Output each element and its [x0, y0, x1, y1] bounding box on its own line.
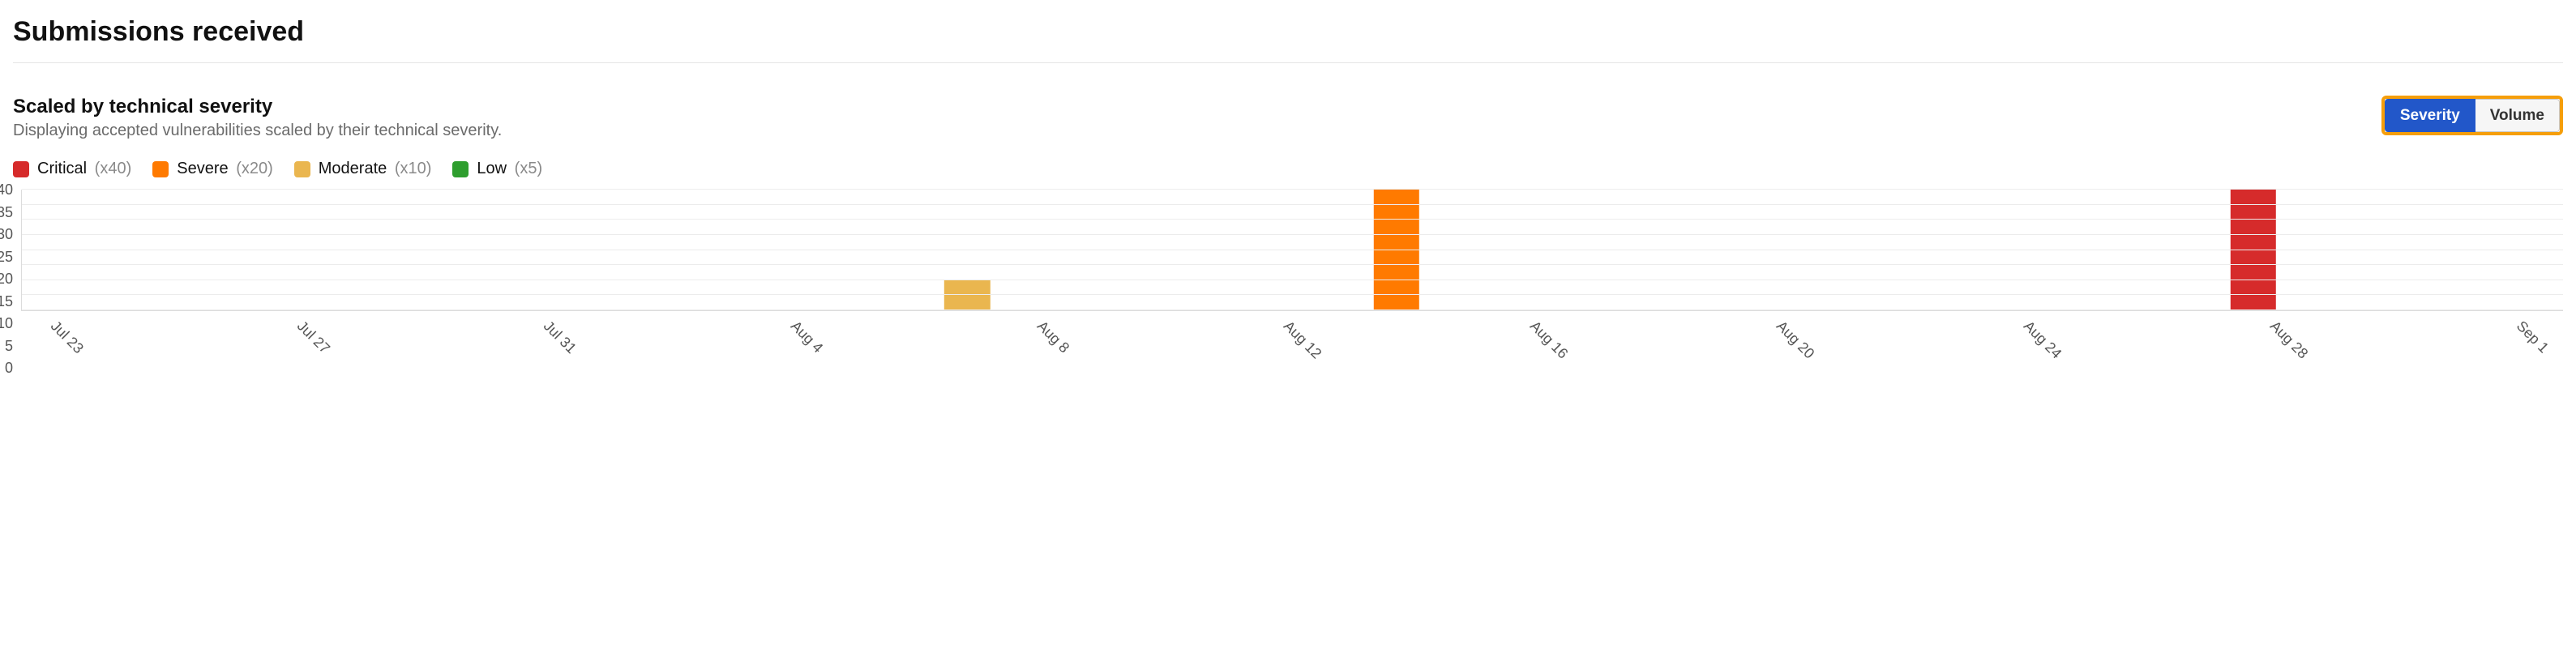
legend-multiplier: (x40) [95, 160, 132, 177]
grid-line [22, 294, 2563, 295]
divider [13, 62, 2563, 63]
grid-line [22, 234, 2563, 235]
legend-item-moderate: Moderate (x10) [294, 160, 432, 178]
x-tick: Aug 8 [1033, 318, 1072, 356]
legend-swatch [452, 161, 469, 177]
legend-multiplier: (x10) [395, 160, 432, 177]
grid-line [22, 189, 2563, 190]
plot-area [21, 190, 2563, 311]
legend-item-severe: Severe (x20) [152, 160, 273, 178]
bar-moderate[interactable] [944, 280, 990, 310]
scale-toggle-group: SeverityVolume [2385, 99, 2560, 132]
x-axis: Jul 23 Jul 27 Jul 31 Aug 4 Aug 8 Aug 12 Aug 16… [21, 311, 2563, 368]
legend-label: Moderate (x10) [319, 160, 432, 178]
x-tick: Aug 12 [1280, 318, 1324, 362]
bar-critical[interactable] [2230, 190, 2275, 310]
bars-layer [22, 190, 2563, 310]
legend-swatch [13, 161, 29, 177]
legend-swatch [152, 161, 169, 177]
grid-line [22, 204, 2563, 205]
scale-toggle-highlight: SeverityVolume [2381, 96, 2563, 135]
legend-label: Severe (x20) [177, 160, 273, 178]
chart-subtitle: Scaled by technical severity [13, 96, 2381, 118]
legend-label: Critical (x40) [37, 160, 131, 178]
subtitle-block: Scaled by technical severity Displaying … [13, 96, 2381, 140]
plot-outer: Jul 23 Jul 27 Jul 31 Aug 4 Aug 8 Aug 12 Aug 16… [21, 190, 2563, 368]
scale-toggle-volume[interactable]: Volume [2475, 99, 2560, 132]
x-tick: Aug 20 [1774, 318, 1818, 362]
grid-line [22, 264, 2563, 265]
scale-toggle-severity[interactable]: Severity [2385, 99, 2475, 132]
legend-item-critical: Critical (x40) [13, 160, 131, 178]
legend-swatch [294, 161, 310, 177]
x-tick: Aug 24 [2020, 318, 2065, 362]
page-title: Submissions received [13, 16, 2563, 48]
chart-description: Displaying accepted vulnerabilities scal… [13, 122, 2381, 140]
legend-multiplier: (x20) [236, 160, 273, 177]
chart-header-row: Scaled by technical severity Displaying … [13, 96, 2563, 140]
grid-line [22, 219, 2563, 220]
legend-label: Low (x5) [477, 160, 542, 178]
chart-legend: Critical (x40) Severe (x20) Moderate (x10)… [13, 160, 2563, 178]
x-tick: Jul 27 [293, 318, 333, 357]
legend-item-low: Low (x5) [452, 160, 542, 178]
legend-multiplier: (x5) [515, 160, 542, 177]
submissions-panel: Submissions received Scaled by technical… [0, 0, 2576, 400]
x-tick: Jul 23 [47, 318, 87, 357]
chart: 4035302520151050 Jul 23 Jul 27 Jul 31 Aug 4… [13, 190, 2563, 368]
x-tick: Aug 28 [2266, 318, 2311, 362]
x-tick: Aug 4 [787, 318, 826, 356]
x-tick: Sep 1 [2513, 318, 2552, 356]
grid-line [22, 309, 2563, 310]
y-axis: 4035302520151050 [13, 190, 21, 368]
x-tick: Jul 31 [541, 318, 580, 357]
bar-severe[interactable] [1374, 190, 1419, 310]
x-tick: Aug 16 [1526, 318, 1571, 362]
